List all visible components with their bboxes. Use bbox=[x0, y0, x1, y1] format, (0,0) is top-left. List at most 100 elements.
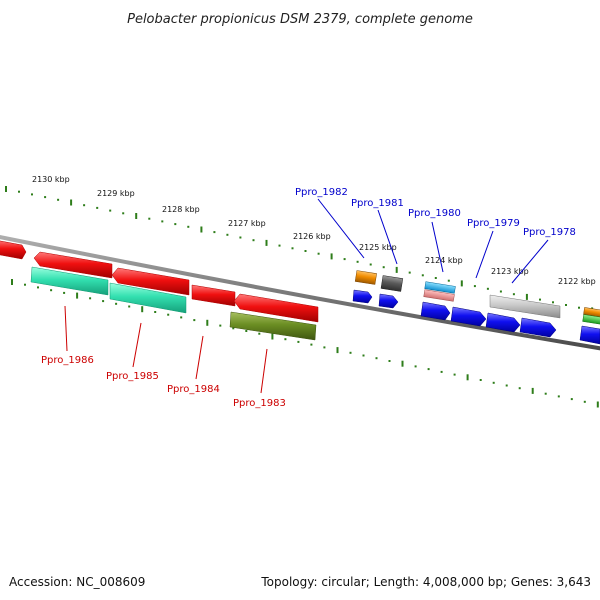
gene-arrow-blue[interactable] bbox=[450, 306, 487, 327]
gene-arrow-blue[interactable] bbox=[579, 325, 600, 345]
gene-arrow[interactable] bbox=[0, 240, 27, 260]
major-tick bbox=[336, 347, 339, 354]
minor-tick bbox=[414, 365, 417, 368]
gene-arrow-blue[interactable] bbox=[420, 301, 451, 321]
major-tick bbox=[460, 280, 463, 287]
minor-tick bbox=[154, 311, 157, 313]
minor-tick bbox=[583, 400, 586, 403]
minor-tick bbox=[505, 384, 508, 387]
map-title: Pelobacter propionicus DSM 2379, complet… bbox=[127, 12, 473, 27]
gene-label-ppro-1983[interactable]: Ppro_1983 bbox=[233, 398, 286, 409]
minor-tick bbox=[343, 258, 346, 261]
major-tick bbox=[200, 226, 203, 233]
tick-label: 2128 kbp bbox=[162, 205, 200, 214]
minor-tick bbox=[565, 304, 567, 306]
minor-tick bbox=[544, 392, 547, 395]
gene-arrow[interactable] bbox=[233, 293, 319, 323]
minor-tick bbox=[388, 360, 391, 362]
minor-tick bbox=[167, 313, 170, 316]
gene-bar[interactable] bbox=[30, 266, 109, 296]
accession-text: Accession: NC_008609 bbox=[9, 575, 145, 589]
minor-tick bbox=[122, 212, 125, 215]
tick-label: 2126 kbp bbox=[293, 232, 331, 241]
outer-tick-row bbox=[5, 186, 594, 314]
gene-box-orange[interactable] bbox=[354, 270, 377, 285]
minor-tick bbox=[310, 343, 313, 346]
major-tick bbox=[531, 387, 534, 394]
minor-tick bbox=[83, 204, 86, 207]
gene-label-ppro-1981[interactable]: Ppro_1981 bbox=[351, 198, 404, 209]
minor-tick bbox=[37, 286, 39, 289]
gene-bar-olive[interactable] bbox=[229, 311, 317, 341]
major-tick bbox=[395, 266, 398, 273]
major-tick bbox=[401, 360, 404, 367]
gene-arrow[interactable] bbox=[33, 251, 113, 279]
gene-bar-grey[interactable] bbox=[489, 294, 561, 319]
gene-label-ppro-1986[interactable]: Ppro_1986 bbox=[41, 355, 94, 366]
minor-tick bbox=[323, 346, 326, 349]
minor-tick bbox=[375, 357, 378, 360]
minor-tick bbox=[278, 244, 281, 247]
minor-tick bbox=[109, 209, 112, 212]
minor-tick bbox=[570, 398, 573, 401]
gene-box-green[interactable] bbox=[582, 314, 600, 325]
minor-tick bbox=[102, 300, 105, 303]
minor-tick bbox=[44, 196, 47, 199]
gene-labels-below: Ppro_1986 Ppro_1985 Ppro_1984 Ppro_1983 bbox=[41, 355, 286, 409]
teal-genes bbox=[30, 266, 187, 314]
minor-tick bbox=[486, 287, 489, 290]
gene-labels-above: Ppro_1982 Ppro_1981 Ppro_1980 Ppro_1979 … bbox=[295, 187, 576, 238]
gene-arrow[interactable] bbox=[111, 267, 190, 296]
gene-arrow-blue[interactable] bbox=[519, 317, 557, 338]
minor-tick bbox=[356, 260, 359, 263]
tick-label: 2122 kbp bbox=[558, 277, 596, 286]
gene-box-darkgrey[interactable] bbox=[380, 275, 404, 292]
gene-arrow-blue[interactable] bbox=[352, 289, 373, 304]
major-tick bbox=[271, 333, 274, 340]
tick-label: 2123 kbp bbox=[491, 267, 529, 276]
gene-arrow-blue[interactable] bbox=[378, 293, 399, 309]
minor-tick bbox=[539, 298, 541, 301]
minor-tick bbox=[291, 247, 294, 250]
gene-label-ppro-1985[interactable]: Ppro_1985 bbox=[106, 371, 159, 382]
major-tick bbox=[265, 239, 268, 246]
minor-tick bbox=[24, 283, 26, 286]
minor-tick bbox=[284, 338, 287, 341]
gene-label-ppro-1980[interactable]: Ppro_1980 bbox=[408, 208, 461, 219]
minor-tick bbox=[552, 301, 554, 304]
major-tick bbox=[135, 213, 138, 219]
blue-leader-lines bbox=[317, 198, 549, 284]
minor-tick bbox=[492, 381, 495, 384]
minor-tick bbox=[115, 302, 118, 305]
tick-label: 2127 kbp bbox=[228, 219, 266, 228]
minor-tick bbox=[252, 239, 255, 242]
minor-tick bbox=[408, 271, 411, 274]
minor-tick bbox=[297, 340, 300, 343]
gene-box-cyan[interactable] bbox=[424, 281, 456, 294]
gene-bar[interactable] bbox=[109, 282, 187, 314]
minor-tick bbox=[518, 387, 521, 390]
minor-tick bbox=[193, 319, 196, 322]
red-leader-lines bbox=[64, 305, 268, 394]
major-tick bbox=[11, 279, 13, 285]
major-tick bbox=[206, 319, 209, 326]
minor-tick bbox=[18, 190, 20, 193]
minor-tick bbox=[349, 351, 352, 354]
gene-box-pink[interactable] bbox=[423, 289, 455, 302]
minor-tick bbox=[317, 252, 320, 255]
minor-tick bbox=[57, 198, 60, 201]
gene-label-ppro-1979[interactable]: Ppro_1979 bbox=[467, 218, 520, 229]
minor-tick bbox=[232, 327, 235, 330]
gene-label-ppro-1984[interactable]: Ppro_1984 bbox=[167, 384, 220, 395]
red-genes bbox=[0, 240, 319, 323]
gene-arrow-blue[interactable] bbox=[485, 312, 521, 333]
minor-tick bbox=[578, 306, 580, 309]
tick-label: 2129 kbp bbox=[97, 189, 135, 198]
gene-label-ppro-1982[interactable]: Ppro_1982 bbox=[295, 187, 348, 198]
minor-tick bbox=[557, 395, 560, 398]
minor-tick bbox=[447, 279, 450, 282]
gene-arrow[interactable] bbox=[191, 284, 236, 307]
minor-tick bbox=[421, 274, 424, 277]
minor-tick bbox=[382, 266, 385, 269]
gene-label-ppro-1978[interactable]: Ppro_1978 bbox=[523, 227, 576, 238]
